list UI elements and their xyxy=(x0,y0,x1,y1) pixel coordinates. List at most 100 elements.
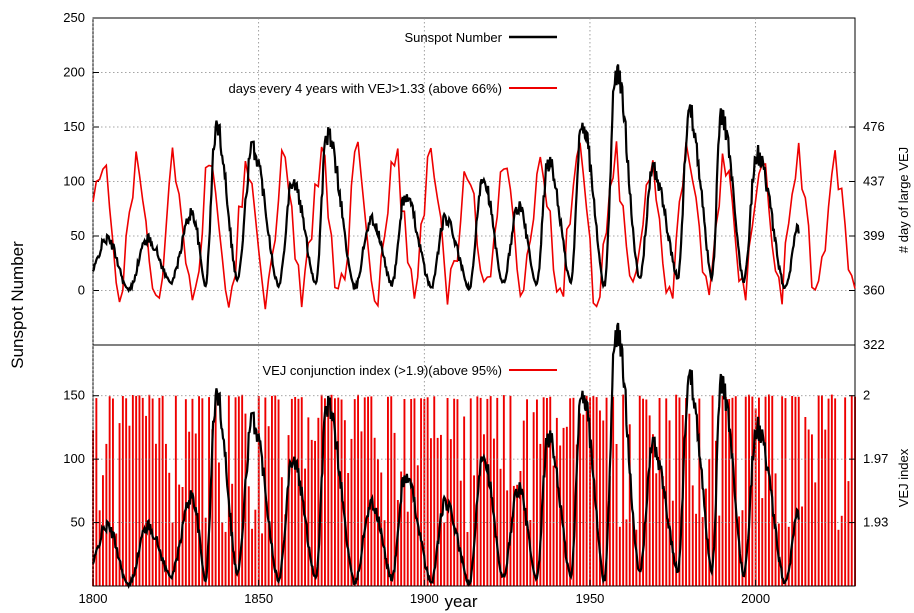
vej-bar xyxy=(343,420,346,586)
vej-bar xyxy=(128,425,131,586)
y-axis-label: Sunspot Number xyxy=(8,241,27,369)
vej-bar xyxy=(502,395,505,586)
top-y-tick-label: 100 xyxy=(63,174,85,189)
bottom-y-tick-label: 50 xyxy=(71,515,85,530)
vej-bar xyxy=(675,394,678,586)
vej-bar xyxy=(668,420,671,586)
vej-bar xyxy=(724,397,727,586)
vej-bar xyxy=(691,485,694,586)
vej-bar xyxy=(837,529,840,586)
vej-bar xyxy=(244,413,247,586)
vej-bar xyxy=(254,509,257,586)
vej-bar xyxy=(589,397,591,586)
vej-bar xyxy=(655,473,658,586)
vej-bar xyxy=(784,398,787,586)
bottom-y2-tick-label: 1.97 xyxy=(863,451,888,466)
vej-bar xyxy=(758,397,760,586)
vej-bar xyxy=(569,398,572,586)
vej-bar xyxy=(168,472,171,586)
vej-bar xyxy=(241,394,244,586)
vej-bar xyxy=(387,396,389,586)
vej-bar xyxy=(420,398,422,586)
vej-bar xyxy=(638,395,641,586)
vej-bar xyxy=(237,396,240,586)
vej-bar xyxy=(347,473,350,586)
vej-bar xyxy=(121,396,124,586)
vej-bar xyxy=(496,397,499,586)
vej-bar xyxy=(628,424,631,586)
vej-bar xyxy=(330,394,333,586)
x-tick-label: 1800 xyxy=(79,591,108,606)
vej-bar xyxy=(135,395,138,586)
vej-bar xyxy=(410,399,413,586)
vej-bar xyxy=(781,396,784,586)
vej-bar xyxy=(221,522,224,586)
vej-bar xyxy=(390,396,393,586)
vej-bar xyxy=(797,396,800,586)
vej-bar xyxy=(131,395,134,586)
vej-bar xyxy=(436,437,439,586)
vej-bar xyxy=(433,396,436,586)
vej-bar xyxy=(327,396,330,586)
vej-bar xyxy=(158,397,161,586)
vej-bar xyxy=(198,396,200,586)
vej-bar xyxy=(840,515,843,586)
vej-bar xyxy=(360,431,363,586)
top-y-tick-label: 150 xyxy=(63,119,85,134)
vej-bar xyxy=(271,395,273,586)
vej-bar xyxy=(748,394,750,586)
vej-bar xyxy=(685,398,687,586)
vej-bar xyxy=(151,398,154,586)
vej-bar xyxy=(791,396,794,586)
vej-bar xyxy=(516,484,519,586)
vej-bar xyxy=(224,531,227,586)
vej-bar xyxy=(850,395,853,586)
top-y-tick-label: 50 xyxy=(71,228,85,243)
vej-bar xyxy=(393,432,396,586)
series-line-days-vej xyxy=(92,141,856,310)
vej-bar xyxy=(353,399,356,586)
vej-bar xyxy=(615,444,618,586)
vej-bar xyxy=(125,398,128,586)
vej-bar xyxy=(337,397,340,586)
legend-sunspot-label: Sunspot Number xyxy=(404,30,502,45)
vej-bar xyxy=(466,532,469,586)
vej-bar xyxy=(744,396,747,586)
vej-bar xyxy=(585,395,588,586)
vej-bar xyxy=(817,395,820,586)
vej-bar xyxy=(509,395,512,586)
vej-bar xyxy=(463,416,466,586)
vej-bar xyxy=(367,396,369,586)
vej-bar xyxy=(486,398,489,586)
vej-bar xyxy=(423,398,426,586)
vej-bar xyxy=(211,429,214,586)
vej-bar xyxy=(572,397,575,586)
vej-bar xyxy=(287,435,290,586)
vej-bar xyxy=(247,486,250,586)
vej-bar xyxy=(453,398,456,586)
vej-bar xyxy=(721,395,724,586)
vej-bar xyxy=(469,398,472,586)
top-y2-tick-label: 322 xyxy=(863,337,885,352)
y2-axis-label-top: # day of large VEJ xyxy=(896,147,911,253)
vej-bar xyxy=(562,427,565,586)
vej-bar xyxy=(821,395,823,586)
vej-bar xyxy=(512,485,515,586)
vej-bar xyxy=(582,414,585,586)
vej-bar xyxy=(443,522,446,586)
top-y-tick-label: 200 xyxy=(63,65,85,80)
vej-bar xyxy=(201,398,204,586)
vej-bar xyxy=(446,398,449,586)
vej-bar xyxy=(95,398,98,586)
vej-bar xyxy=(658,398,661,586)
vej-bar xyxy=(406,511,409,586)
vej-bar xyxy=(595,397,598,586)
vej-bar xyxy=(178,484,181,586)
bottom-y-tick-label: 100 xyxy=(63,451,85,466)
vej-bar xyxy=(592,395,595,586)
vej-bar xyxy=(430,438,432,586)
vej-bar xyxy=(801,506,803,586)
top-y2-tick-label: 437 xyxy=(863,174,885,189)
series-line-sunspot-top xyxy=(91,64,800,294)
